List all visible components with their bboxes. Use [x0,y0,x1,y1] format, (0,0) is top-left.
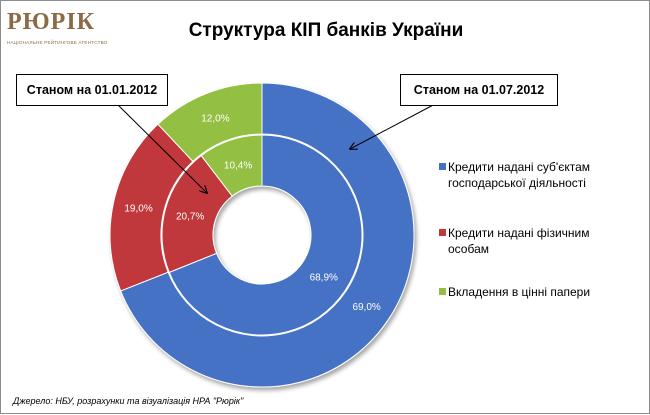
callout-right-text: Станом на 01.07.2012 [413,83,545,97]
left-callout-arrow [115,102,207,193]
inner-ring-label-business-loans: 68,9% [310,273,338,284]
callout-right: Станом на 01.07.2012 [400,74,558,106]
legend-swatch-securities [439,288,446,295]
legend-swatch-business-loans [439,163,446,170]
logo-wordmark: РЮРІК [7,9,96,35]
inner-ring-label-consumer-loans: 20,7% [176,211,204,222]
logo: РЮРІК НАЦІОНАЛЬНЕ РЕЙТИНГОВЕ АГЕНТСТВО [7,9,107,49]
outer-ring-label-consumer-loans: 19,0% [124,203,152,214]
outer-ring-slice-business-loans [120,82,415,388]
outer-ring-label-securities: 12,0% [201,113,229,124]
outer-ring-slice-securities [157,82,263,163]
legend-label-securities: Вкладення в цінні папери [448,285,591,299]
inner-ring-slice-business-loans [168,134,363,336]
outer-ring-label-business-loans: 69,0% [352,302,380,313]
inner-ring-slice-securities [200,134,263,197]
legend-label-consumer-loans: Кредити надані фізичним особам [448,226,590,256]
rings-group [109,82,415,388]
source-note: Джерело: НБУ, розрахунки та візуалізація… [13,396,244,406]
legend-label-business-loans: Кредити надані суб'єктам господарської д… [448,160,591,190]
legend-swatch-consumer-loans [439,229,446,236]
inner-ring-slice-consumer-loans [161,154,233,274]
right-callout-arrow [350,102,438,149]
logo-subtitle: НАЦІОНАЛЬНЕ РЕЙТИНГОВЕ АГЕНТСТВО [7,40,108,45]
callout-left-text: Станом на 01.01.2012 [26,83,158,97]
slice-labels-group: 69,0% 19,0% 12,0% 68,9% 20,7% 10,4% [124,113,381,313]
inner-ring-label-securities: 10,4% [224,160,252,171]
chart-title: Структура КІП банків України [188,20,464,41]
callout-left: Станом на 01.01.2012 [16,74,168,106]
